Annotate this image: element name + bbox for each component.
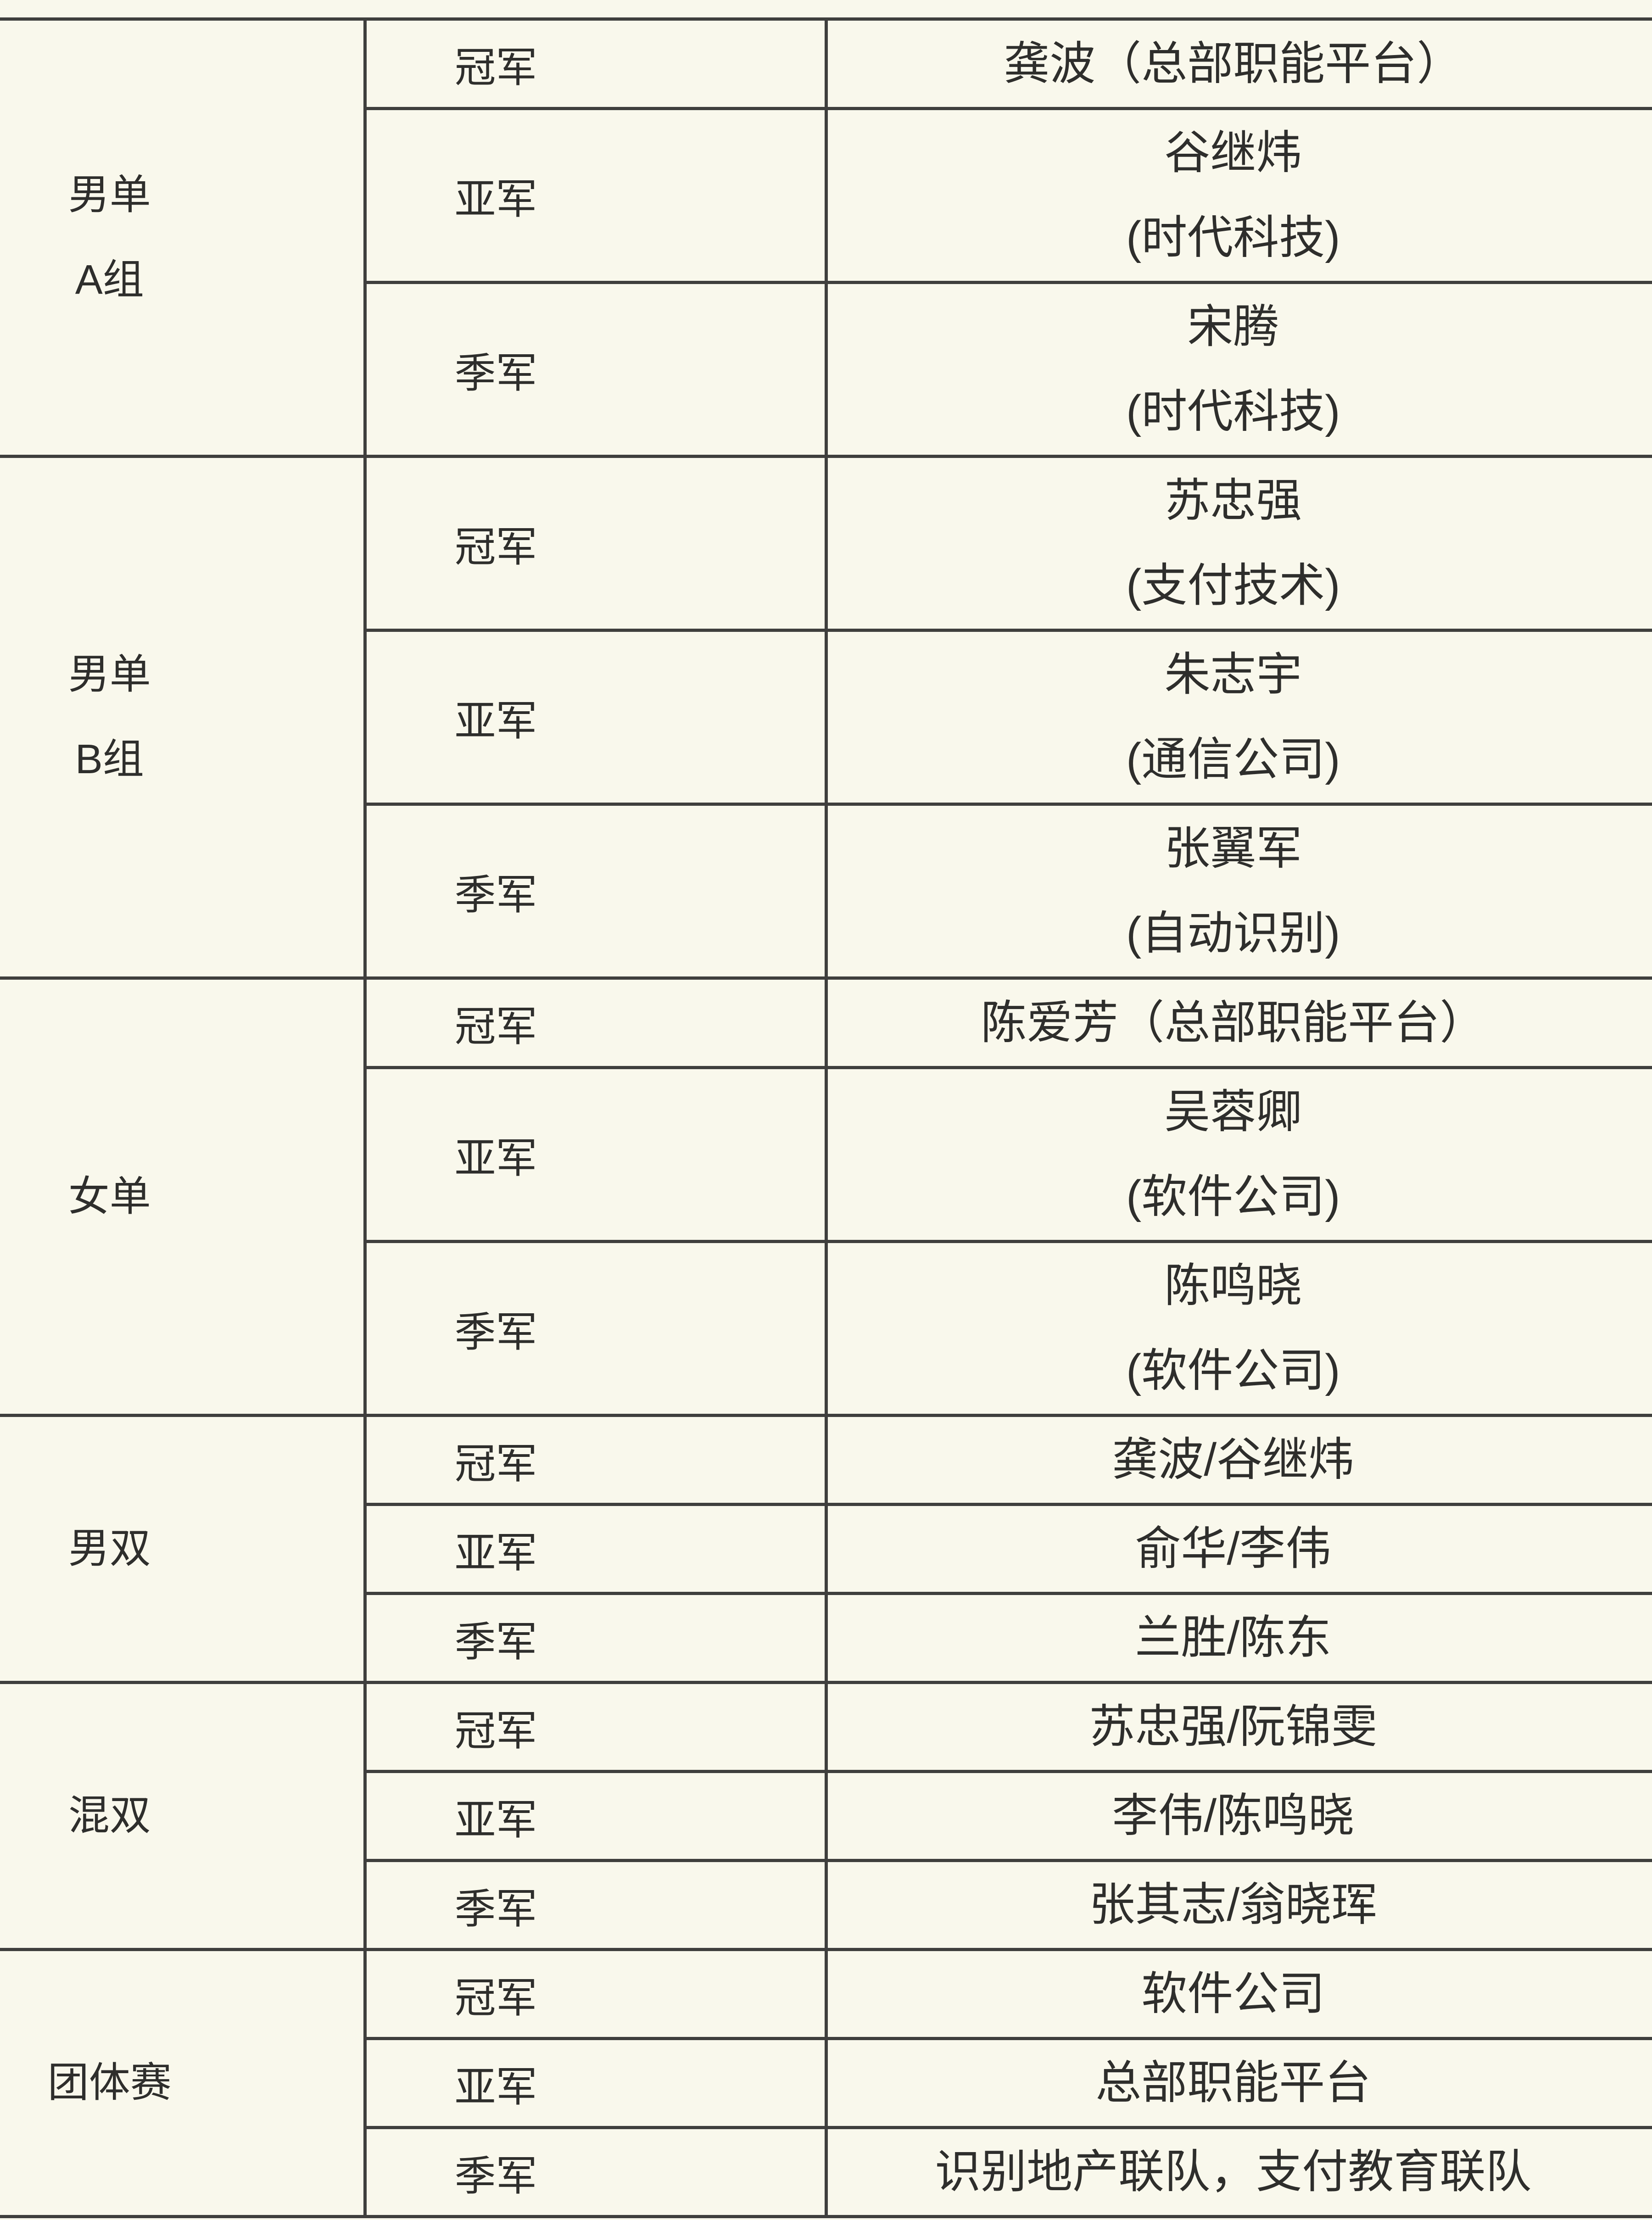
table-row: 季军 宋腾 (时代科技) (0, 281, 1652, 458)
winner-org: (时代科技) (1126, 212, 1340, 263)
table-row: 亚军 总部职能平台 (0, 2037, 1652, 2129)
winner-cell: 苏忠强 (支付技术) (824, 455, 1652, 632)
table-row: 季军 兰胜/陈东 (0, 1592, 1652, 1684)
rank-cell: 季军 (363, 803, 828, 980)
category-line: 女单 (68, 1173, 151, 1220)
winner-org: (支付技术) (1126, 560, 1340, 611)
table-row: 亚军 朱志宇 (通信公司) (0, 629, 1652, 806)
table-row: 男单 B组 冠军 苏忠强 (支付技术) (0, 455, 1652, 980)
category-line: 团体赛 (47, 2060, 172, 2106)
table-row: 季军 张翼军 (自动识别) (0, 803, 1652, 980)
table-row: 男单 A组 冠军 龚波（总部职能平台） (0, 17, 1652, 458)
rank-cell: 冠军 (363, 1414, 828, 1506)
winner-name: 张翼军 (1164, 823, 1302, 874)
category-cell-mens-doubles: 男双 (0, 1414, 367, 1684)
winner-name: 兰胜/陈东 (1135, 1612, 1332, 1663)
winner-org: (软件公司) (1126, 1345, 1340, 1396)
winner-cell: 吴蓉卿 (软件公司) (824, 1066, 1652, 1243)
winner-org: (通信公司) (1126, 734, 1340, 785)
category-cell-mens-singles-a: 男单 A组 (0, 17, 367, 458)
winner-cell: 龚波/谷继炜 (824, 1414, 1652, 1506)
winner-org: (软件公司) (1126, 1171, 1340, 1222)
winner-name: 陈鸣晓 (1164, 1260, 1302, 1311)
table-row: 混双 冠军 苏忠强/阮锦雯 (0, 1681, 1652, 1951)
rank-cell: 冠军 (363, 976, 828, 1069)
winner-org: (自动识别) (1126, 908, 1340, 959)
category-cell-mens-singles-b: 男单 B组 (0, 455, 367, 980)
winner-cell: 苏忠强/阮锦雯 (824, 1681, 1652, 1773)
winner-name: 宋腾 (1187, 301, 1279, 352)
rank-cell: 亚军 (363, 1066, 828, 1243)
winner-name: 苏忠强 (1164, 475, 1302, 526)
table-row: 季军 张其志/翁晓珲 (0, 1859, 1652, 1951)
winner-cell: 识别地产联队，支付教育联队 (824, 2126, 1652, 2218)
winner-name: 识别地产联队，支付教育联队 (935, 2146, 1532, 2198)
category-cell-team-event: 团体赛 (0, 1948, 367, 2218)
rank-cell: 冠军 (363, 1948, 828, 2040)
winner-cell: 陈爱芳（总部职能平台） (824, 976, 1652, 1069)
rank-cell: 季军 (363, 2126, 828, 2218)
winner-name: 俞华/李伟 (1135, 1523, 1332, 1574)
table-row: 亚军 吴蓉卿 (软件公司) (0, 1066, 1652, 1243)
table-row: 亚军 俞华/李伟 (0, 1503, 1652, 1595)
table-row: 季军 陈鸣晓 (软件公司) (0, 1240, 1652, 1417)
rank-cell: 季军 (363, 281, 828, 458)
winner-cell: 谷继炜 (时代科技) (824, 107, 1652, 284)
winner-cell: 张翼军 (自动识别) (824, 803, 1652, 980)
table-row: 男双 冠军 龚波/谷继炜 (0, 1414, 1652, 1684)
table-row: 女单 冠军 陈爱芳（总部职能平台） (0, 976, 1652, 1417)
category-line: 男双 (68, 1526, 151, 1572)
winner-cell: 兰胜/陈东 (824, 1592, 1652, 1684)
rank-cell: 亚军 (363, 2037, 828, 2129)
winner-name: 陈爱芳（总部职能平台） (981, 997, 1486, 1049)
winner-cell: 宋腾 (时代科技) (824, 281, 1652, 458)
winner-name: 苏忠强/阮锦雯 (1089, 1701, 1378, 1752)
category-cell-mixed-doubles: 混双 (0, 1681, 367, 1951)
winner-org: (时代科技) (1126, 386, 1340, 437)
rank-cell: 季军 (363, 1592, 828, 1684)
rank-cell: 冠军 (363, 17, 828, 110)
table-row: 亚军 谷继炜 (时代科技) (0, 107, 1652, 284)
winner-cell: 陈鸣晓 (软件公司) (824, 1240, 1652, 1417)
category-line: A组 (75, 257, 144, 303)
category-line: B组 (75, 736, 144, 782)
winner-cell: 软件公司 (824, 1948, 1652, 2040)
table-row: 团体赛 冠军 软件公司 (0, 1948, 1652, 2218)
rank-cell: 亚军 (363, 107, 828, 284)
rank-cell: 亚军 (363, 1503, 828, 1595)
rank-cell: 亚军 (363, 629, 828, 806)
table-row: 亚军 李伟/陈鸣晓 (0, 1770, 1652, 1862)
category-line: 男单 (68, 652, 151, 697)
rank-cell: 冠军 (363, 455, 828, 632)
winner-name: 张其志/翁晓珲 (1089, 1879, 1378, 1930)
results-table: 男单 A组 冠军 龚波（总部职能平台） 亚军 谷继炜 (时代科技) 季军 宋腾 … (0, 17, 1652, 2218)
winner-name: 龚波/谷继炜 (1112, 1434, 1355, 1485)
winner-name: 朱志宇 (1164, 649, 1302, 700)
category-cell-womens-singles: 女单 (0, 976, 367, 1417)
page: { "style": { "page_background": "#f9f8ec… (0, 17, 1652, 2220)
winner-cell: 俞华/李伟 (824, 1503, 1652, 1595)
winner-name: 软件公司 (1141, 1968, 1325, 2019)
winner-cell: 张其志/翁晓珲 (824, 1859, 1652, 1951)
winner-cell: 总部职能平台 (824, 2037, 1652, 2129)
winner-cell: 李伟/陈鸣晓 (824, 1770, 1652, 1862)
category-line: 混双 (68, 1793, 151, 1839)
category-line: 男单 (68, 172, 151, 218)
rank-cell: 冠军 (363, 1681, 828, 1773)
winner-name: 李伟/陈鸣晓 (1112, 1790, 1355, 1841)
winner-cell: 龚波（总部职能平台） (824, 17, 1652, 110)
rank-cell: 季军 (363, 1859, 828, 1951)
winner-name: 龚波（总部职能平台） (1004, 38, 1463, 89)
rank-cell: 亚军 (363, 1770, 828, 1862)
winner-name: 吴蓉卿 (1164, 1086, 1302, 1138)
winner-name: 谷继炜 (1164, 127, 1302, 178)
rank-cell: 季军 (363, 1240, 828, 1417)
winner-name: 总部职能平台 (1095, 2057, 1371, 2108)
winner-cell: 朱志宇 (通信公司) (824, 629, 1652, 806)
